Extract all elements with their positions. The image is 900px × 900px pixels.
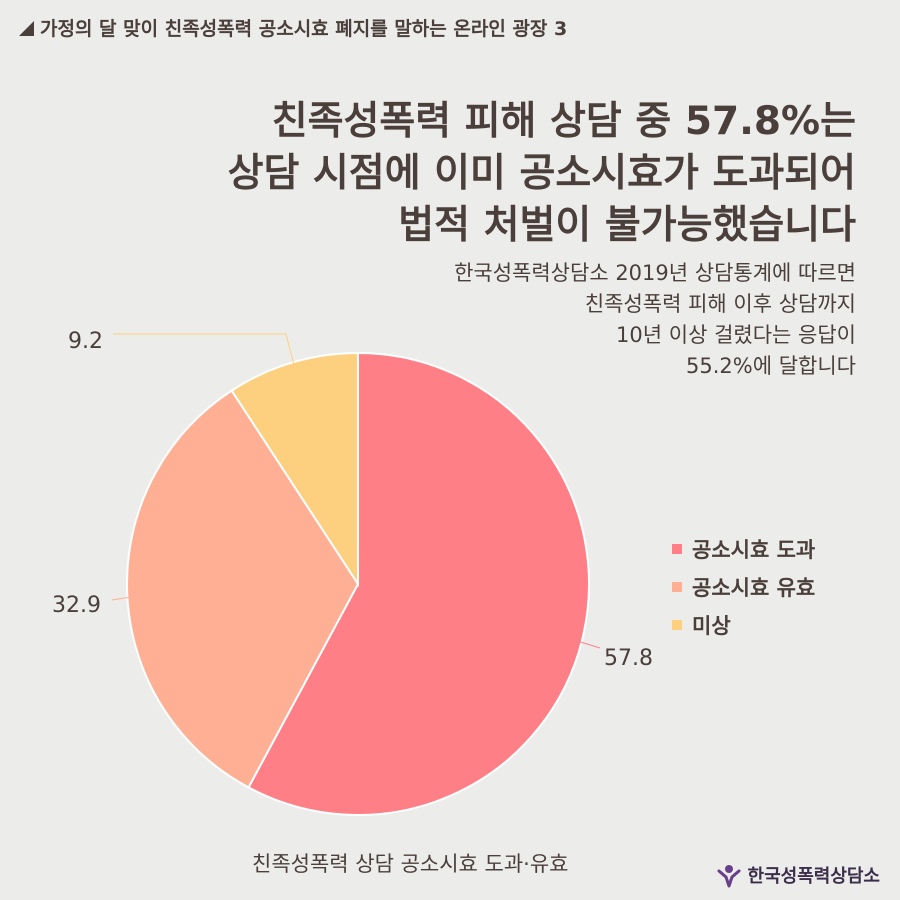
leader-line-1 [548, 631, 601, 649]
headline: 친족성폭력 피해 상담 중 57.8%는 상담 시점에 이미 공소시효가 도과되… [36, 96, 856, 252]
chart-title: 친족성폭력 상담 공소시효 도과·유효 [252, 852, 569, 876]
headline-line-1: 친족성폭력 피해 상담 중 57.8%는 [271, 99, 856, 144]
data-label-2: 32.9 [52, 593, 101, 618]
headline-line-2: 상담 시점에 이미 공소시효가 도과되어 [227, 151, 856, 196]
description-line-1: 한국성폭력상담소 2019년 상담통계에 따르면 [454, 261, 856, 285]
triangle-corner-icon [19, 20, 34, 36]
legend-label-2: 공소시효 유효 [692, 576, 816, 600]
description-line-2: 친족성폭력 피해 이후 상담까지 [584, 292, 856, 316]
description-line-4: 55.2%에 달합니다 [686, 354, 856, 378]
legend-item-1: 공소시효 도과 [672, 530, 815, 568]
leader-line-2 [111, 591, 162, 601]
legend-swatch-2 [672, 582, 682, 592]
legend-label-3: 미상 [692, 614, 731, 638]
page-header: 가정의 달 맞이 친족성폭력 공소시효 폐지를 말하는 온라인 광장 3 [18, 14, 567, 41]
legend-item-3: 미상 [672, 606, 815, 644]
description-line-3: 10년 이상 걸렸다는 응답이 [616, 323, 856, 347]
legend-item-2: 공소시효 유효 [672, 568, 815, 606]
headline-line-3: 법적 처벌이 불가능했습니다 [398, 203, 856, 248]
legend-swatch-1 [672, 544, 682, 554]
pie-slice-3 [230, 351, 359, 588]
data-label-1: 57.8 [604, 646, 653, 671]
legend-swatch-3 [672, 620, 682, 630]
brand: 한국성폭력상담소 [716, 862, 880, 888]
legend-label-1: 공소시효 도과 [692, 538, 816, 562]
chart-legend: 공소시효 도과 공소시효 유효 미상 [672, 530, 815, 644]
description: 한국성폭력상담소 2019년 상담통계에 따르면 친족성폭력 피해 이후 상담까… [256, 258, 856, 382]
pie-slice-2 [126, 389, 360, 789]
pie-slice-1 [247, 351, 590, 816]
leader-line-3 [113, 333, 303, 396]
data-label-3: 9.2 [68, 329, 103, 354]
header-title: 가정의 달 맞이 친족성폭력 공소시효 폐지를 말하는 온라인 광장 3 [40, 18, 568, 40]
organization-logo-icon [717, 865, 741, 888]
brand-name: 한국성폭력상담소 [747, 866, 880, 887]
